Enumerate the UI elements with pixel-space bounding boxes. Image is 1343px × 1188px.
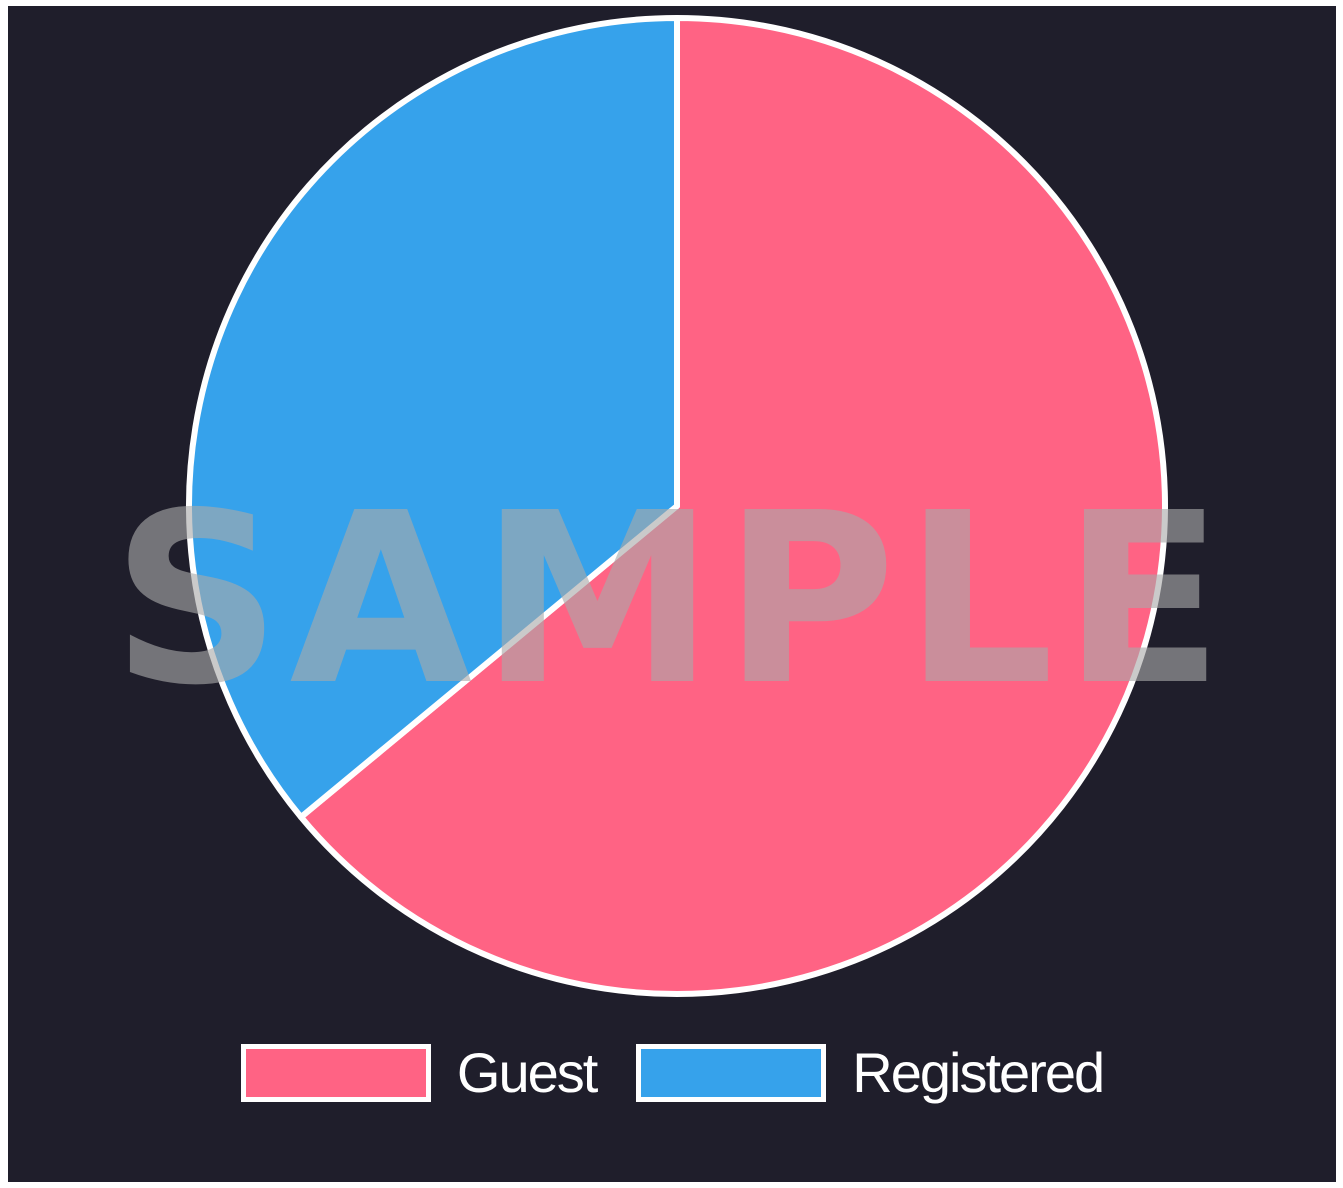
legend-label-registered: Registered (852, 1041, 1105, 1104)
legend-label-guest: Guest (456, 1041, 598, 1104)
legend: Guest Registered (8, 1038, 1336, 1108)
pie-slice-registered[interactable] (186, 15, 680, 821)
pie-slice-guest[interactable] (297, 15, 1168, 997)
legend-swatch-guest (240, 1044, 431, 1102)
legend-item-guest[interactable]: Guest (240, 1041, 598, 1104)
chart-canvas: Guest Registered (8, 6, 1336, 1182)
legend-swatch-registered (636, 1044, 827, 1102)
pie-chart (186, 15, 1168, 997)
legend-item-registered[interactable]: Registered (636, 1041, 1105, 1104)
